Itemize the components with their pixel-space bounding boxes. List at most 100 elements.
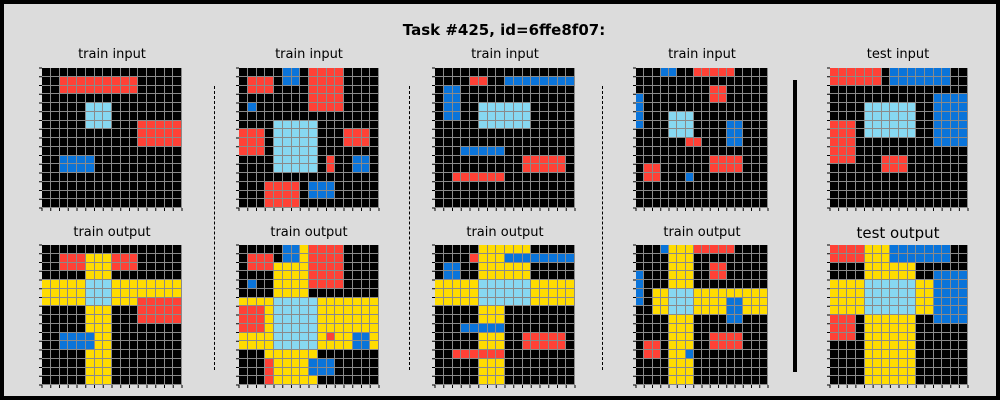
grid-cell: [138, 181, 147, 191]
grid-cell: [173, 94, 182, 103]
grid-cell: [94, 111, 104, 121]
grid-cell: [838, 358, 848, 368]
grid-cell: [317, 288, 327, 298]
grid-cell: [942, 111, 951, 121]
grid-cell: [933, 262, 943, 272]
grid-cell: [77, 253, 86, 263]
grid-cell: [478, 129, 488, 138]
grid-cell: [370, 280, 379, 289]
grid-cell: [94, 76, 104, 86]
grid-cell: [247, 253, 257, 263]
grid-cell: [540, 146, 549, 156]
grid-cell: [669, 297, 678, 307]
grid-cell: [352, 288, 362, 298]
grid-cell: [864, 164, 874, 173]
grid-cell: [685, 315, 694, 324]
grid-cell: [452, 271, 462, 280]
grid-cell: [685, 341, 694, 350]
grid-cell: [68, 315, 77, 324]
grid-cell: [710, 68, 719, 77]
grid-cell: [370, 332, 379, 342]
grid-cell: [274, 367, 283, 377]
grid-cell: [173, 288, 182, 298]
grid-cell: [735, 315, 744, 324]
grid-cell: [540, 350, 549, 359]
grid-cell: [155, 245, 165, 254]
grid-cell: [830, 271, 839, 280]
grid-cell: [452, 138, 462, 147]
grid-cell: [685, 199, 694, 208]
grid-cell: [924, 190, 934, 200]
grid-cell: [890, 280, 899, 289]
grid-cell: [652, 245, 661, 254]
grid-cell: [522, 138, 532, 147]
grid-cell: [461, 190, 470, 200]
grid-cell: [759, 315, 768, 324]
grid-cell: [452, 68, 462, 77]
grid-cell: [950, 315, 960, 324]
grid-cell: [265, 173, 274, 182]
grid-cell: [864, 306, 874, 315]
grid-cell: [335, 288, 344, 298]
grid-cell: [959, 120, 968, 130]
grid-cell: [907, 367, 917, 377]
grid-cell: [557, 341, 567, 350]
grid-cell: [112, 120, 121, 130]
grid-cell: [85, 181, 95, 191]
grid-cell: [173, 120, 182, 130]
grid-cell: [487, 253, 497, 263]
grid-cell: [513, 85, 523, 95]
grid-cell: [907, 315, 917, 324]
grid-cell: [693, 190, 702, 200]
grid-cell: [282, 155, 292, 165]
grid-cell: [548, 146, 558, 156]
grid-cell: [42, 358, 51, 368]
grid-cell: [743, 190, 752, 200]
grid-cell: [173, 358, 182, 368]
grid-cell: [548, 341, 558, 350]
grid-cell: [685, 76, 694, 86]
grid-cell: [652, 271, 661, 280]
grid-cell: [173, 280, 182, 289]
grid-cell: [942, 315, 951, 324]
grid-cell: [942, 173, 951, 182]
grid-cell: [644, 111, 653, 121]
grid-cell: [924, 120, 934, 130]
grid-cell: [94, 181, 104, 191]
grid-cell: [435, 85, 444, 95]
grid-cell: [847, 138, 856, 147]
grid-cell: [693, 155, 702, 165]
grid-cell: [478, 323, 488, 333]
grid-cell: [652, 288, 661, 298]
grid-cell: [478, 332, 488, 342]
grid-cell: [164, 332, 174, 342]
grid-cell: [42, 297, 51, 307]
grid-cell: [256, 85, 266, 95]
grid-cell: [470, 245, 479, 254]
grid-cell: [636, 297, 645, 307]
grid-cell: [916, 129, 925, 138]
grid-cell: [239, 341, 248, 350]
grid-cell: [59, 297, 69, 307]
grid-cell: [164, 155, 174, 165]
grid-cell: [309, 199, 318, 208]
grid-cell: [300, 253, 309, 263]
grid-cell: [335, 94, 344, 103]
grid-cell: [352, 358, 362, 368]
grid-cell: [487, 164, 497, 173]
grid-cell: [173, 181, 182, 191]
grid-cell: [942, 199, 951, 208]
grid-cell: [361, 253, 371, 263]
grid-cell: [702, 199, 711, 208]
grid-cell: [881, 376, 891, 385]
grid-cell: [361, 323, 371, 333]
grid-cell: [959, 306, 968, 315]
grid-cell: [636, 199, 645, 208]
grid-cell: [239, 280, 248, 289]
grid-cell: [743, 280, 752, 289]
grid-cell: [85, 332, 95, 342]
grid-cell: [881, 350, 891, 359]
grid-cell: [138, 111, 147, 121]
grid-cell: [540, 138, 549, 147]
panel-label: test input: [866, 47, 930, 62]
